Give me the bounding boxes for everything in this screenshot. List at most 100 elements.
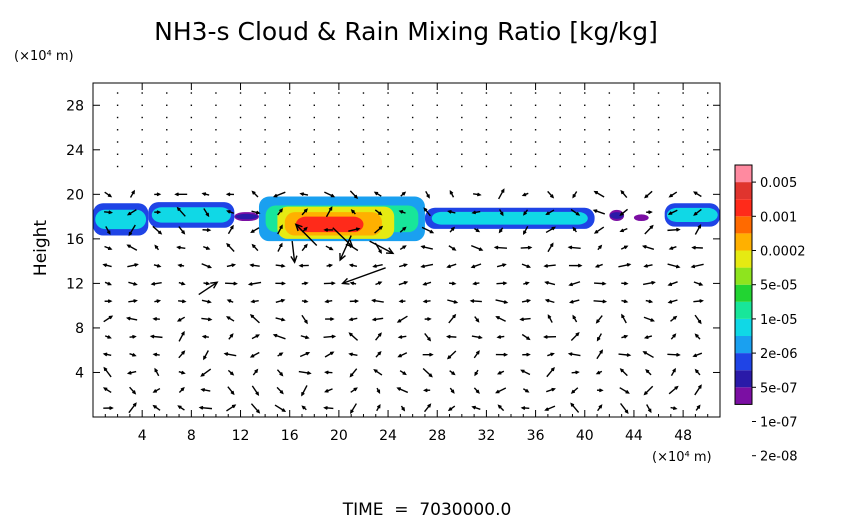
wind-vector bbox=[104, 245, 113, 250]
wind-vector bbox=[474, 369, 479, 377]
grid-dot bbox=[313, 104, 315, 106]
grid-dot bbox=[436, 104, 438, 106]
wind-vector bbox=[592, 209, 606, 215]
wind-vector bbox=[493, 245, 507, 250]
wind-vector bbox=[693, 281, 704, 286]
grid-dot bbox=[485, 104, 488, 106]
wind-vector bbox=[176, 316, 186, 322]
wind-vector bbox=[618, 353, 632, 357]
grid-dot bbox=[534, 116, 537, 119]
wind-vector bbox=[324, 388, 333, 393]
wind-vector bbox=[495, 299, 509, 304]
wind-vector bbox=[449, 189, 455, 198]
colorbar-swatch bbox=[735, 336, 752, 354]
grid-dot bbox=[338, 116, 340, 119]
wind-vector bbox=[400, 191, 407, 197]
grid-dot bbox=[411, 104, 414, 106]
wind-vector bbox=[642, 280, 656, 286]
wind-vector bbox=[203, 281, 211, 286]
grid-dot bbox=[510, 165, 512, 168]
colorbar-swatch bbox=[735, 216, 752, 234]
wind-vector bbox=[104, 281, 112, 286]
wind-vector bbox=[249, 351, 260, 358]
wind-vector bbox=[690, 263, 704, 269]
grid-dot bbox=[338, 141, 340, 143]
wind-vector bbox=[349, 281, 357, 286]
x-tick-label: 44 bbox=[625, 428, 643, 444]
wind-vector bbox=[642, 351, 654, 359]
wind-vector bbox=[348, 352, 358, 357]
wind-vector bbox=[154, 244, 160, 251]
large-wind-vector bbox=[339, 235, 352, 262]
wind-vector bbox=[546, 387, 556, 393]
grid-dot bbox=[584, 141, 586, 143]
cloud-region bbox=[666, 207, 718, 222]
wind-vector bbox=[424, 317, 432, 321]
grid-dot bbox=[510, 129, 512, 131]
grid-dot bbox=[264, 165, 266, 168]
grid-dot bbox=[559, 116, 561, 119]
wind-vector bbox=[247, 281, 262, 286]
grid-dot bbox=[608, 92, 611, 94]
grid-dot bbox=[633, 116, 635, 119]
grid-dot bbox=[461, 92, 463, 94]
wind-vector bbox=[424, 332, 432, 342]
grid-dot bbox=[657, 165, 660, 168]
wind-vector bbox=[593, 190, 605, 198]
grid-dot bbox=[239, 129, 242, 131]
wind-vector bbox=[375, 281, 383, 286]
wind-vector bbox=[350, 403, 357, 414]
grid-dot bbox=[633, 129, 635, 131]
plot-frame bbox=[92, 82, 721, 418]
grid-dot bbox=[436, 165, 438, 168]
grid-dot bbox=[608, 104, 611, 106]
grid-dot bbox=[559, 141, 561, 143]
wind-vector bbox=[202, 245, 211, 250]
wind-vector bbox=[567, 245, 581, 250]
grid-dot bbox=[485, 116, 488, 119]
wind-vector bbox=[668, 246, 677, 250]
grid-dot bbox=[584, 153, 586, 155]
colorbar-swatch bbox=[735, 250, 752, 268]
grid-dot bbox=[534, 141, 537, 143]
wind-vector bbox=[103, 406, 114, 410]
grid-dot bbox=[116, 141, 119, 143]
wind-vector bbox=[694, 333, 701, 340]
grid-dot bbox=[239, 165, 242, 168]
wind-vector bbox=[200, 368, 212, 377]
grid-dot bbox=[141, 92, 143, 94]
wind-vector bbox=[128, 281, 138, 286]
wind-vector bbox=[620, 403, 629, 415]
grid-dot bbox=[264, 116, 266, 119]
grid-dot bbox=[289, 92, 291, 94]
time-label: TIME = 7030000.0 bbox=[342, 500, 512, 519]
x-tick-label: 28 bbox=[428, 428, 446, 444]
wind-vector bbox=[398, 299, 406, 304]
wind-vector bbox=[272, 191, 286, 198]
wind-vector bbox=[373, 369, 383, 376]
wind-vector bbox=[276, 369, 284, 377]
grid-dot bbox=[485, 165, 488, 168]
wind-vector bbox=[203, 208, 210, 218]
large-wind-vector bbox=[369, 240, 395, 255]
wind-vector bbox=[423, 207, 431, 217]
wind-vector bbox=[546, 366, 555, 378]
grid-dot bbox=[166, 141, 168, 143]
grid-dot bbox=[338, 129, 340, 131]
wind-vector bbox=[154, 367, 160, 377]
wind-vector bbox=[372, 263, 383, 268]
wind-vector bbox=[521, 263, 532, 268]
grid-dot bbox=[239, 104, 242, 106]
wind-vector bbox=[323, 334, 337, 339]
grid-dot bbox=[141, 129, 143, 131]
grid-dot bbox=[338, 104, 340, 106]
colorbar-label: 1e-07 bbox=[760, 416, 798, 431]
wind-vector bbox=[449, 387, 455, 394]
grid-dot bbox=[190, 141, 193, 143]
wind-vector bbox=[473, 387, 480, 394]
wind-vector bbox=[620, 245, 629, 250]
wind-vector bbox=[105, 226, 111, 235]
grid-dot bbox=[411, 153, 414, 155]
y-unit-label: (×10⁴ m) bbox=[14, 49, 74, 64]
wind-vector bbox=[348, 317, 358, 322]
